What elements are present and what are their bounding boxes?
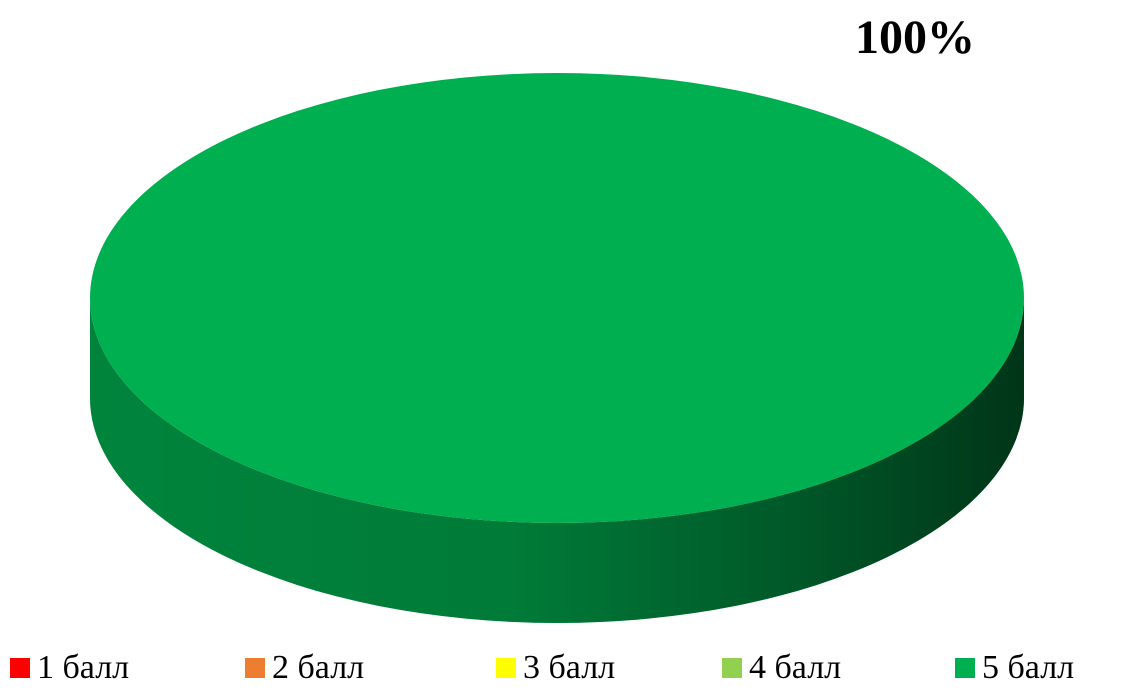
pie-slice [90,73,1024,523]
legend-swatch [245,658,265,678]
legend-label: 4 балл [749,649,841,686]
legend-label: 1 балл [37,649,129,686]
legend-swatch [955,658,975,678]
legend-label: 5 балл [982,649,1074,686]
pie-side-shade [90,298,1024,623]
legend-label: 2 балл [272,649,364,686]
legend-swatch [722,658,742,678]
legend-swatch [496,658,516,678]
legend-swatch [10,658,30,678]
data-label: 100% [855,11,975,64]
legend-label: 3 балл [523,649,615,686]
